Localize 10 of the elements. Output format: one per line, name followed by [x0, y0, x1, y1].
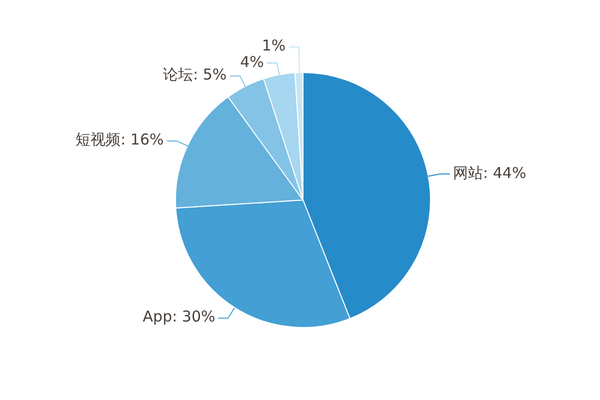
data-label: : 16% — [120, 130, 164, 148]
data-label: : 5% — [193, 66, 227, 84]
slice-label: 网站 — [453, 164, 484, 182]
data-label: : 44% — [483, 164, 526, 182]
slice-label: 论坛 — [163, 66, 194, 84]
slice-label: App — [142, 308, 172, 326]
slice-label: 短视频 — [76, 130, 121, 148]
data-label: : 30% — [172, 308, 216, 326]
data-label: 1% — [262, 36, 286, 54]
data-label: 4% — [240, 52, 264, 71]
